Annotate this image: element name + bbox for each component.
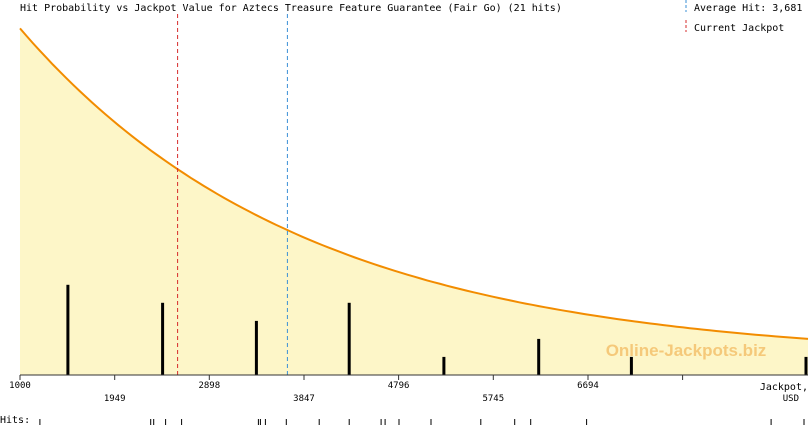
x-axis-label-line-2: USD	[783, 394, 799, 404]
histogram-bar	[804, 356, 808, 375]
x-tick-label: 1000	[9, 381, 31, 391]
hits-label: Hits:	[0, 415, 30, 425]
x-tick-labels: 1000 2898 4796 6694 1949 3847 5745	[9, 381, 599, 404]
watermark: Online-Jackpots.biz	[606, 341, 767, 360]
x-tick-label: 6694	[577, 381, 599, 391]
x-tick-label: 3847	[293, 394, 315, 404]
x-tick-label: 5745	[482, 394, 504, 404]
legend: Average Hit: 3,681 Current Jackpot	[685, 0, 802, 34]
histogram-bar	[629, 356, 633, 375]
chart-title: Hit Probability vs Jackpot Value for Azt…	[20, 3, 562, 14]
x-axis-label-line-1: Jackpot,	[760, 382, 808, 393]
histogram-bar	[347, 302, 351, 375]
histogram-bar	[254, 320, 258, 375]
x-tick-label: 1949	[104, 394, 126, 404]
current-jackpot-legend-label: Current Jackpot	[694, 23, 784, 34]
histogram-bar	[66, 284, 70, 376]
hit-ticks	[39, 419, 805, 425]
histogram-bar	[161, 302, 165, 375]
average-hit-legend-label: Average Hit: 3,681	[694, 3, 802, 14]
hit-histogram	[66, 284, 808, 376]
probability-area	[20, 28, 808, 376]
x-tick-label: 4796	[388, 381, 410, 391]
histogram-bar	[537, 338, 541, 375]
histogram-bar	[442, 356, 446, 375]
x-ticks	[19, 375, 684, 380]
x-tick-label: 2898	[198, 381, 220, 391]
probability-curve	[19, 27, 809, 340]
